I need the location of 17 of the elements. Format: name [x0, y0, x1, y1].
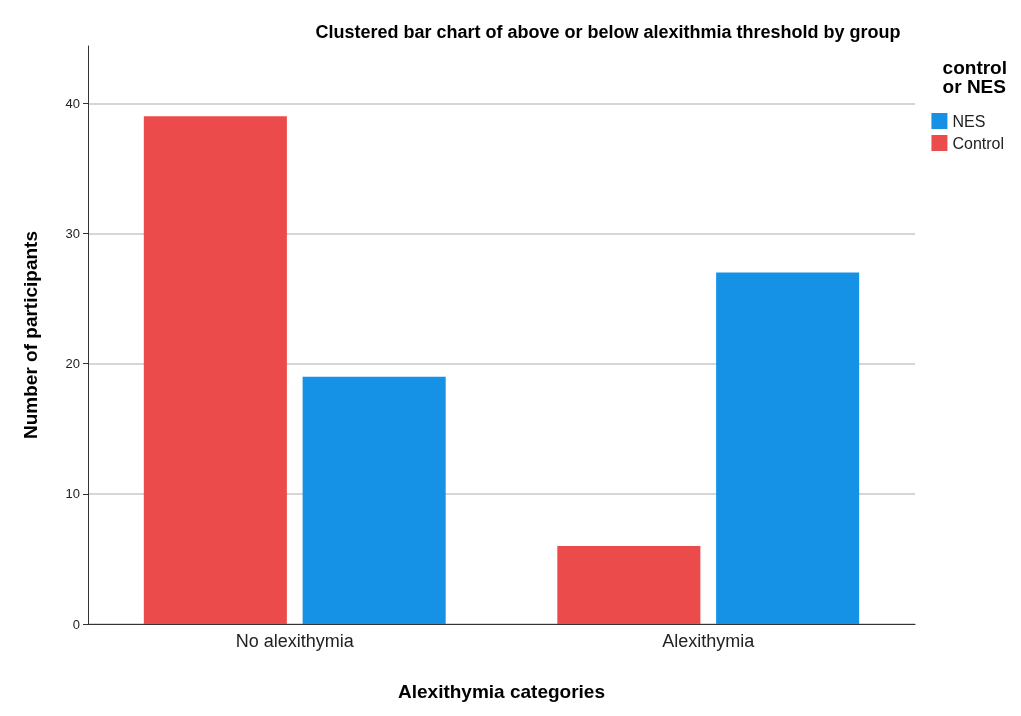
y-axis-title: Number of participants	[20, 231, 41, 439]
bar	[557, 545, 701, 624]
y-tick-label: 20	[65, 356, 80, 372]
legend-title: control or NES	[942, 57, 1008, 97]
chart-title: Clustered bar chart of above or below alexithmia threshold by group	[315, 22, 901, 42]
bar	[302, 376, 446, 624]
y-tick-label: 0	[72, 616, 80, 632]
legend-label: Control	[952, 134, 1004, 152]
x-tick-label: Alexithymia	[662, 631, 756, 651]
bar	[143, 116, 287, 624]
x-tick-label: No alexithymia	[235, 631, 355, 651]
y-tick-label: 40	[65, 95, 80, 111]
y-tick-label: 10	[65, 486, 80, 502]
y-tick-label: 30	[65, 225, 80, 241]
bar	[716, 272, 860, 624]
legend-label: NES	[952, 112, 986, 130]
x-axis-title: Alexithymia categories	[398, 681, 605, 702]
